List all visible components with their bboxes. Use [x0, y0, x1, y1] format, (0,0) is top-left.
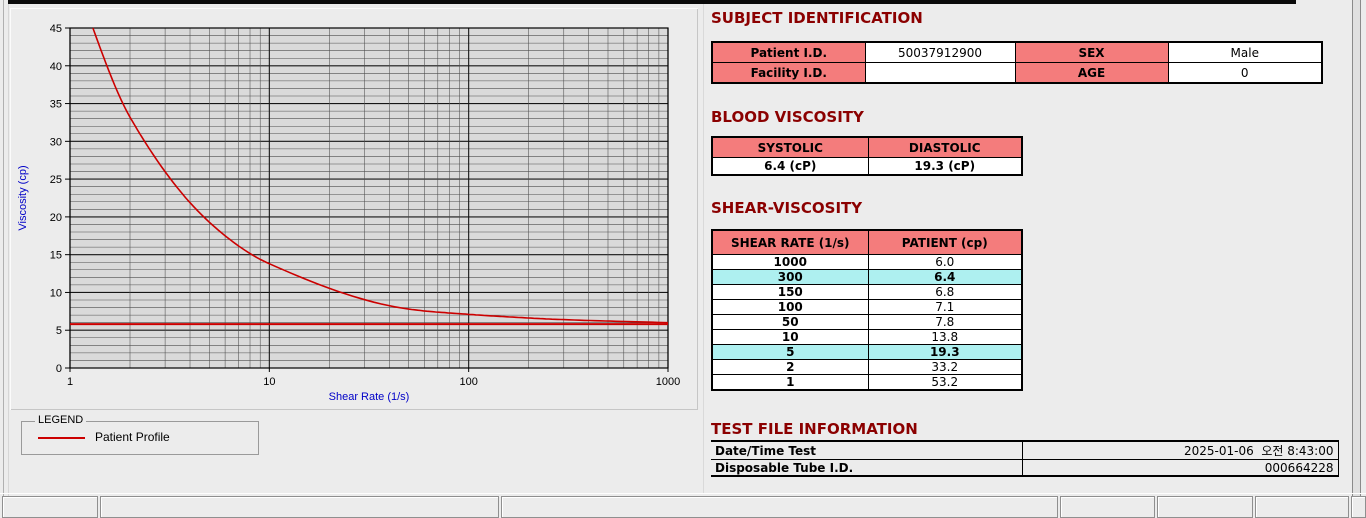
svg-text:25: 25 [50, 174, 62, 186]
shear-rate-cell: 50 [711, 314, 869, 330]
bottom-bar-segment[interactable] [501, 496, 1058, 518]
facility-id-value [864, 62, 1016, 84]
window-top-border [8, 0, 1296, 4]
legend-title: LEGEND [35, 414, 87, 426]
patient-cp-cell: 13.8 [867, 329, 1023, 345]
table-row: 1 53.2 [711, 374, 1023, 391]
blood-viscosity-title: BLOOD VISCOSITY [711, 108, 864, 126]
table-row: 1000 6.0 [711, 254, 1023, 270]
date-time-test-label: Date/Time Test [711, 440, 1023, 460]
shear-rate-header: SHEAR RATE (1/s) [711, 229, 869, 255]
test-file-information-table: Date/Time Test 2025-01-06 오전 8:43:00 Dis… [711, 440, 1339, 477]
table-row: Patient I.D. 50037912900 SEX Male [711, 41, 1323, 63]
table-header-row: SHEAR RATE (1/s) PATIENT (cp) [711, 229, 1023, 255]
table-row: 100 7.1 [711, 299, 1023, 315]
patient-id-label: Patient I.D. [711, 41, 866, 63]
table-row: Disposable Tube I.D. 000664228 [711, 459, 1339, 477]
age-value: 0 [1167, 62, 1323, 84]
svg-text:1: 1 [67, 376, 73, 388]
legend-box: LEGEND Patient Profile [21, 414, 259, 455]
blood-viscosity-table: SYSTOLIC DIASTOLIC 6.4 (cP) 19.3 (cP) [711, 136, 1023, 176]
facility-id-label: Facility I.D. [711, 62, 866, 84]
shear-rate-cell: 2 [711, 359, 869, 375]
left-gutter-divider [8, 4, 9, 508]
shear-rate-cell: 5 [711, 344, 869, 360]
patient-id-value: 50037912900 [864, 41, 1016, 63]
shear-rate-cell: 10 [711, 329, 869, 345]
table-row: 2 33.2 [711, 359, 1023, 375]
patient-cp-cell: 7.8 [867, 314, 1023, 330]
systolic-value: 6.4 (cP) [711, 157, 869, 176]
svg-text:Viscosity (cp): Viscosity (cp) [17, 165, 29, 230]
viscosity-chart: 0 5 10 15 20 25 30 35 40 45 1 10 100 1000 Shear Rate (… [17, 23, 680, 403]
table-row: Facility I.D. AGE 0 [711, 62, 1323, 84]
right-edge-strip [1353, 0, 1360, 508]
disposable-tube-id-label: Disposable Tube I.D. [711, 459, 1023, 477]
bottom-bar-segment[interactable] [1157, 496, 1253, 518]
right-edge-outer-line [1360, 0, 1361, 508]
svg-text:100: 100 [459, 376, 477, 388]
bottom-bar-segment[interactable] [1255, 496, 1349, 518]
svg-text:40: 40 [50, 61, 62, 73]
shear-rate-cell: 300 [711, 269, 869, 285]
svg-text:15: 15 [50, 250, 62, 262]
patient-cp-cell: 33.2 [867, 359, 1023, 375]
bottom-bar-segment[interactable] [100, 496, 499, 518]
date-time-test-value: 2025-01-06 오전 8:43:00 [1021, 440, 1339, 460]
bottom-bar-segment[interactable] [1060, 496, 1155, 518]
svg-text:30: 30 [50, 136, 62, 148]
svg-text:10: 10 [263, 376, 275, 388]
sex-label: SEX [1014, 41, 1169, 63]
subject-identification-title: SUBJECT IDENTIFICATION [711, 9, 923, 27]
systolic-header: SYSTOLIC [711, 136, 869, 158]
bottom-bar-segment[interactable] [2, 496, 98, 518]
subject-identification-table: Patient I.D. 50037912900 SEX Male Facili… [711, 41, 1323, 84]
patient-cp-cell: 19.3 [867, 344, 1023, 360]
table-row: 6.4 (cP) 19.3 (cP) [711, 157, 1023, 176]
patient-cp-cell: 6.8 [867, 284, 1023, 300]
sex-value: Male [1167, 41, 1323, 63]
bottom-bar-segment[interactable] [1351, 496, 1366, 518]
right-edge-line [1352, 0, 1353, 508]
shear-rate-cell: 100 [711, 299, 869, 315]
test-file-information-title: TEST FILE INFORMATION [711, 420, 918, 438]
table-row: 5 19.3 [711, 344, 1023, 360]
legend-line-swatch [38, 437, 85, 439]
left-edge-line [3, 0, 4, 508]
diastolic-value: 19.3 (cP) [867, 157, 1023, 176]
diastolic-header: DIASTOLIC [867, 136, 1023, 158]
patient-cp-header: PATIENT (cp) [867, 229, 1023, 255]
shear-viscosity-title: SHEAR-VISCOSITY [711, 199, 863, 217]
table-row: 50 7.8 [711, 314, 1023, 330]
table-header-row: SYSTOLIC DIASTOLIC [711, 136, 1023, 158]
table-row: 10 13.8 [711, 329, 1023, 345]
shear-rate-cell: 150 [711, 284, 869, 300]
shear-rate-cell: 1000 [711, 254, 869, 270]
svg-text:Shear Rate (1/s): Shear Rate (1/s) [329, 391, 410, 403]
chart-panel: 0 5 10 15 20 25 30 35 40 45 1 10 100 1000 Shear Rate (… [10, 8, 698, 410]
legend-entry-label: Patient Profile [95, 430, 170, 444]
bottom-bar [0, 493, 1366, 518]
table-row: Date/Time Test 2025-01-06 오전 8:43:00 [711, 440, 1339, 460]
svg-text:5: 5 [56, 325, 62, 337]
table-row: 150 6.8 [711, 284, 1023, 300]
disposable-tube-id-value: 000664228 [1021, 459, 1339, 477]
svg-text:10: 10 [50, 287, 62, 299]
svg-text:0: 0 [56, 363, 62, 375]
svg-text:20: 20 [50, 212, 62, 224]
svg-text:1000: 1000 [656, 376, 680, 388]
patient-cp-cell: 7.1 [867, 299, 1023, 315]
table-row: 300 6.4 [711, 269, 1023, 285]
patient-cp-cell: 53.2 [867, 374, 1023, 391]
shear-rate-cell: 1 [711, 374, 869, 391]
age-label: AGE [1014, 62, 1169, 84]
patient-cp-cell: 6.0 [867, 254, 1023, 270]
shear-viscosity-table: SHEAR RATE (1/s) PATIENT (cp) 1000 6.0 30… [711, 229, 1023, 391]
svg-text:45: 45 [50, 23, 62, 35]
svg-text:35: 35 [50, 99, 62, 111]
pane-splitter [703, 4, 704, 494]
patient-cp-cell: 6.4 [867, 269, 1023, 285]
right-pane: SUBJECT IDENTIFICATION Patient I.D. 5003… [711, 10, 1343, 477]
